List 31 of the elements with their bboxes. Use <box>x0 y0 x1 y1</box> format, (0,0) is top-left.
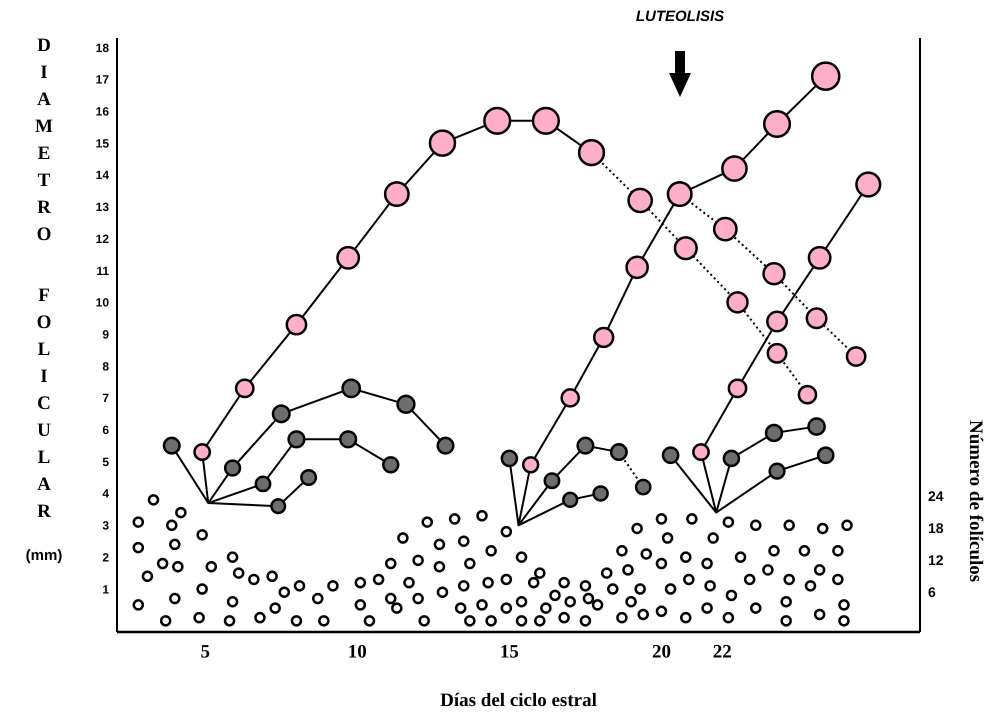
y2-axis-title: Número de folículos <box>964 420 986 582</box>
y-tick-label: 14 <box>96 168 110 182</box>
y-tick-label: 2 <box>102 550 110 564</box>
x-axis-title: Días del ciclo estral <box>439 690 598 712</box>
y-tick-label: 7 <box>102 391 110 406</box>
y-tick-label: 16 <box>96 104 110 119</box>
y-tick-label: 3 <box>102 518 110 533</box>
y-tick-label: 17 <box>96 72 110 87</box>
y2-tick-label: 6 <box>928 584 936 600</box>
y-tick-label: 8 <box>102 359 110 374</box>
x-tick-label: 10 <box>348 641 367 662</box>
y-tick-label: 9 <box>102 327 110 342</box>
y-tick-label: 13 <box>96 200 110 214</box>
x-tick-label: 20 <box>652 641 671 662</box>
y-tick-label: 15 <box>96 136 110 150</box>
y-tick-label: 4 <box>102 486 110 501</box>
y-tick-label: 18 <box>96 40 110 55</box>
y2-tick-label: 18 <box>928 520 944 536</box>
y-tick-label: 6 <box>102 423 110 438</box>
y-tick-label: 1 <box>102 582 110 596</box>
x-tick-label: 5 <box>200 641 210 662</box>
y-tick-label: 12 <box>96 232 110 246</box>
y-tick-label: 11 <box>96 264 110 278</box>
text: LUTEOLISIS <box>634 8 726 25</box>
x-tick-label: 22 <box>712 641 732 662</box>
y2-tick-label: 12 <box>928 552 944 568</box>
y-tick-label: 10 <box>96 296 110 310</box>
y-tick-label: 5 <box>102 454 110 469</box>
text: DIAMETRO FOLICULAR (mm) <box>26 35 62 564</box>
x-tick-label: 15 <box>500 641 519 662</box>
y2-tick-label: 24 <box>928 488 944 504</box>
